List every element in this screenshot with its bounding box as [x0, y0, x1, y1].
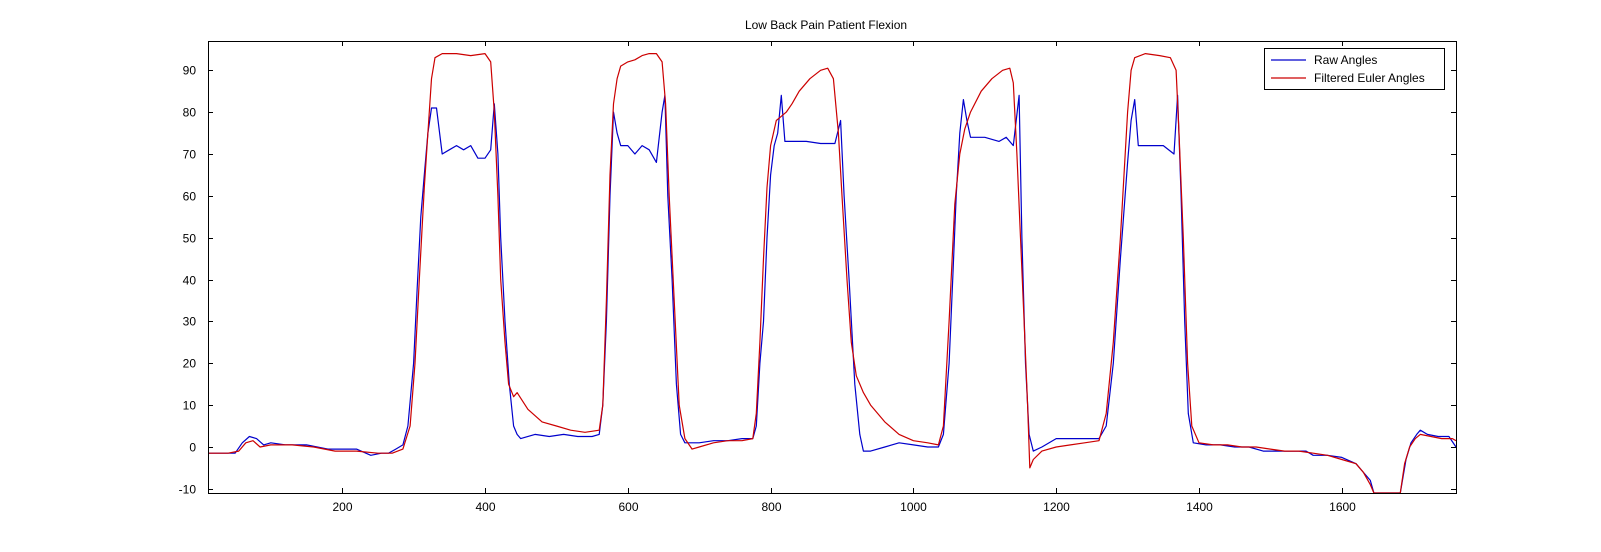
y-tick-label: 30 — [183, 315, 197, 329]
chart-title: Low Back Pain Patient Flexion — [745, 18, 907, 32]
plot-frame — [208, 41, 1457, 494]
x-tick-label: 800 — [761, 500, 781, 514]
y-tick-label: 50 — [183, 232, 197, 246]
y-tick-label: 20 — [183, 357, 197, 371]
x-tick-label: 1000 — [900, 500, 927, 514]
x-tick-label: 1600 — [1329, 500, 1356, 514]
series-lines — [208, 53, 1456, 493]
y-tick-label: 10 — [183, 399, 197, 413]
legend-box — [1264, 48, 1445, 90]
y-tick-label: 0 — [189, 441, 196, 455]
series-line-filtered-euler-angles — [208, 53, 1456, 493]
y-tick-label: 70 — [183, 148, 197, 162]
y-tick-label: 60 — [183, 190, 197, 204]
axis-ticks: 200 400 600 800 1000 1200 1400 1600 -10 0 10 20 30 40… — [179, 41, 1456, 514]
y-tick-label: -10 — [179, 483, 197, 497]
series-line-raw-angles — [208, 94, 1456, 493]
y-tick-label: 40 — [183, 274, 197, 288]
x-tick-label: 400 — [475, 500, 495, 514]
x-tick-label: 1200 — [1043, 500, 1070, 514]
legend-label: Raw Angles — [1314, 53, 1377, 67]
x-tick-label: 200 — [332, 500, 352, 514]
x-tick-label: 1400 — [1186, 500, 1213, 514]
legend-label: Filtered Euler Angles — [1314, 71, 1425, 85]
y-tick-label: 90 — [183, 64, 197, 78]
legend: Raw Angles Filtered Euler Angles — [1264, 48, 1445, 90]
y-tick-label: 80 — [183, 106, 197, 120]
plot-area — [208, 41, 1456, 493]
x-tick-label: 600 — [618, 500, 638, 514]
